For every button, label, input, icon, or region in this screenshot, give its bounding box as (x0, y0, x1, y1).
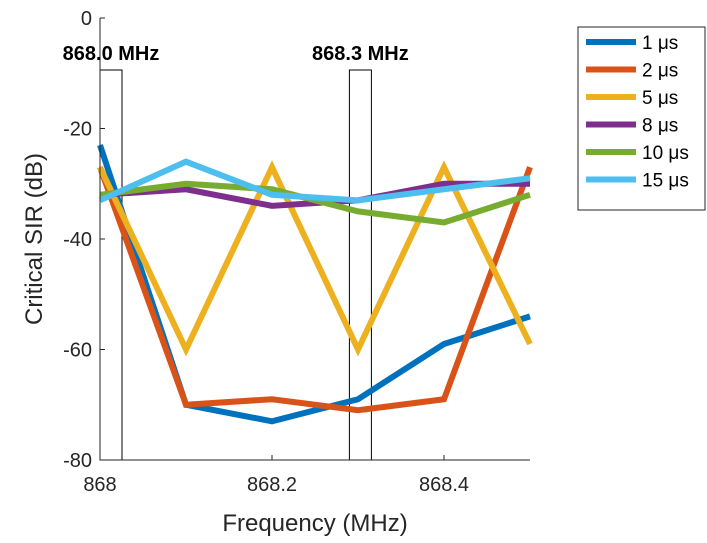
plot-area (100, 18, 530, 460)
y-tick-label: -60 (63, 340, 92, 362)
y-tick-label: -20 (63, 119, 92, 141)
legend-label: 2 μs (642, 61, 678, 82)
legend-label: 15 μs (642, 171, 689, 192)
legend: 1 μs 2 μs 5 μs 8 μs 10 μs 15 μs (577, 26, 706, 211)
y-tick-label: 0 (81, 8, 92, 30)
series-line (97, 166, 533, 414)
x-tick-label: 868 (83, 474, 116, 496)
annotation-label: 868.0 MHz (63, 43, 160, 65)
legend-label: 10 μs (642, 143, 689, 164)
x-tick-label: 868.2 (247, 474, 297, 496)
annotation-label: 868.3 MHz (312, 43, 409, 65)
series-line (98, 158, 531, 204)
legend-label: 1 μs (642, 33, 678, 54)
y-tick-label: -40 (63, 229, 92, 251)
y-tick-label: -80 (63, 450, 92, 472)
legend-label: 8 μs (642, 116, 678, 137)
series-line (97, 160, 533, 357)
y-axis-title: Critical SIR (dB) (21, 153, 48, 325)
legend-label: 5 μs (642, 88, 678, 109)
x-tick-label: 868.4 (419, 474, 469, 496)
x-axis-title: Frequency (MHz) (222, 510, 407, 537)
